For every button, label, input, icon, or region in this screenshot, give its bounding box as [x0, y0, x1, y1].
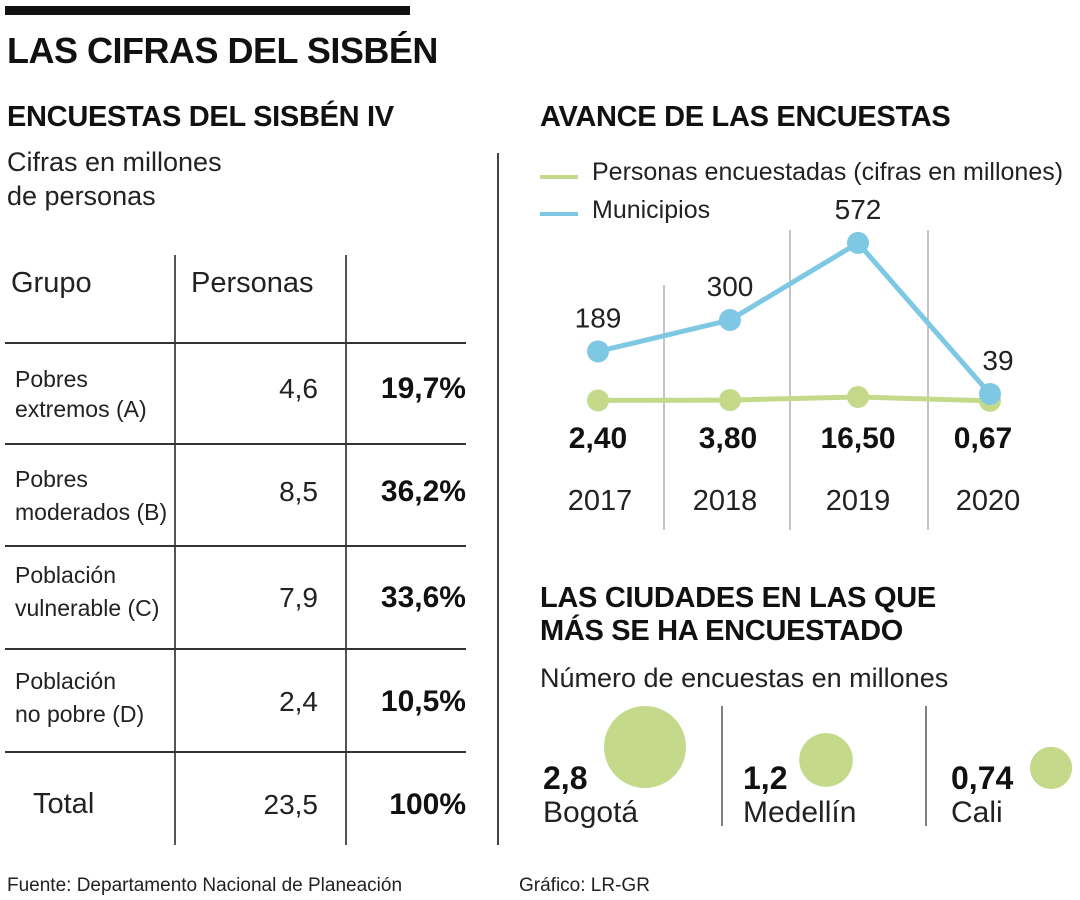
- total-personas: 23,5: [263, 789, 319, 820]
- row-label-line1: Pobres: [15, 366, 88, 392]
- graphic-credit: Gráfico: LR-GR: [519, 875, 650, 896]
- city-value: 2,8: [543, 760, 588, 796]
- bubble-subtitle: Número de encuestas en millones: [540, 663, 949, 693]
- row-label-line2: vulnerable (C): [15, 595, 160, 621]
- row-pct: 19,7%: [380, 372, 466, 405]
- city-name: Medellín: [743, 796, 857, 829]
- total-label: Total: [33, 788, 95, 820]
- data-point-personas: [719, 389, 741, 412]
- header-grupo: Grupo: [11, 267, 92, 299]
- table-col-divider-1: [174, 255, 176, 845]
- line-chart: 189 300 572 39 2,40 3,80 16,50 0,67 2017 2018 2019…: [568, 194, 1021, 530]
- data-label-personas: 3,80: [699, 422, 757, 455]
- data-point-municipios: [979, 382, 1001, 405]
- table-col-divider-2: [345, 255, 347, 845]
- table-subtitle-line1: Cifras en millones: [7, 147, 222, 177]
- data-label-municipios: 39: [982, 345, 1013, 376]
- data-label-personas: 0,67: [954, 422, 1012, 455]
- row-label-line2: moderados (B): [15, 499, 168, 525]
- city-bubble: [1029, 746, 1073, 790]
- row-label-line2: no pobre (D): [15, 701, 145, 727]
- row-personas: 2,4: [279, 686, 318, 717]
- data-label-municipios: 300: [707, 271, 754, 302]
- x-tick-label: 2017: [568, 485, 633, 517]
- x-tick-label: 2020: [956, 485, 1021, 517]
- row-label-line1: Pobres: [15, 466, 88, 492]
- series-line-municipios: [597, 239, 992, 396]
- table-subtitle-line2: de personas: [7, 181, 156, 211]
- header-personas: Personas: [191, 267, 314, 299]
- bubble-title-line1: LAS CIUDADES EN LAS QUE: [540, 582, 936, 614]
- row-pct: 36,2%: [380, 475, 466, 508]
- data-label-personas: 16,50: [820, 422, 895, 455]
- legend-label-personas: Personas encuestadas (cifras en millones…: [592, 158, 1064, 186]
- city-name: Cali: [951, 796, 1003, 829]
- city-name: Bogotá: [543, 796, 639, 829]
- data-point-municipios: [847, 231, 869, 254]
- x-tick-label: 2019: [826, 485, 891, 517]
- data-point-municipios: [719, 309, 741, 331]
- city-value: 0,74: [951, 760, 1014, 796]
- row-label-line1: Población: [15, 562, 117, 588]
- section-divider: [497, 153, 499, 845]
- top-rule: [5, 6, 410, 15]
- data-point-municipios: [587, 340, 609, 363]
- row-personas: 4,6: [279, 373, 318, 404]
- row-pct: 33,6%: [380, 581, 466, 614]
- city-value: 1,2: [743, 760, 788, 796]
- table-row-divider: [5, 545, 466, 547]
- data-label-municipios: 189: [575, 302, 622, 333]
- source-note: Fuente: Departamento Nacional de Planeac…: [7, 875, 403, 896]
- data-label-personas: 2,40: [569, 422, 627, 455]
- legend-label-municipios: Municipios: [592, 196, 711, 224]
- legend-swatch-personas: [540, 175, 578, 179]
- data-point-personas: [847, 386, 869, 408]
- data-point-personas: [587, 389, 609, 412]
- data-label-municipios: 572: [835, 194, 882, 225]
- series-line-personas: [597, 394, 991, 404]
- page-title: LAS CIFRAS DEL SISBÉN: [7, 30, 438, 71]
- row-pct: 10,5%: [380, 685, 466, 718]
- line-chart-title: AVANCE DE LAS ENCUESTAS: [540, 101, 951, 133]
- legend-swatch-municipios: [540, 212, 578, 216]
- row-label-line1: Población: [15, 668, 117, 694]
- table-row-divider: [5, 751, 466, 753]
- row-personas: 8,5: [279, 476, 318, 507]
- x-tick-label: 2018: [693, 485, 758, 517]
- table-row-divider: [5, 648, 466, 650]
- city-bubble: [799, 733, 853, 787]
- table-row-divider: [5, 443, 466, 445]
- row-label-line2: extremos (A): [15, 396, 147, 422]
- table-title: ENCUESTAS DEL SISBÉN IV: [7, 101, 394, 133]
- row-personas: 7,9: [279, 582, 318, 613]
- total-pct: 100%: [389, 788, 466, 821]
- city-bubble: [604, 706, 686, 788]
- bubble-title-line2: MÁS SE HA ENCUESTADO: [540, 615, 903, 647]
- table-row-divider: [5, 342, 466, 344]
